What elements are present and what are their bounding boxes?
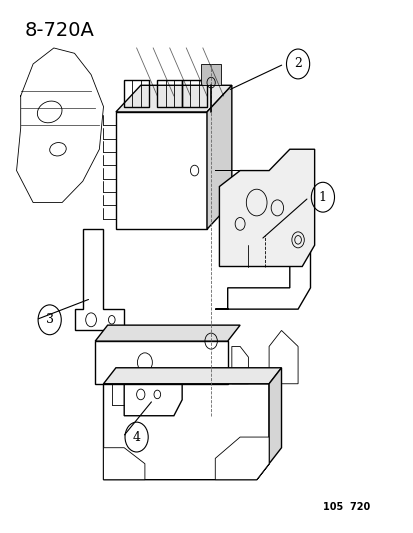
Polygon shape	[206, 85, 231, 229]
Polygon shape	[219, 149, 314, 266]
Polygon shape	[116, 85, 231, 112]
Polygon shape	[95, 325, 240, 341]
Polygon shape	[200, 64, 221, 85]
Text: 1: 1	[318, 191, 326, 204]
Text: 4: 4	[132, 431, 140, 443]
Text: 8-720A: 8-720A	[25, 21, 95, 41]
Text: 105  720: 105 720	[322, 502, 369, 512]
Polygon shape	[215, 437, 268, 480]
Polygon shape	[103, 448, 145, 480]
Polygon shape	[103, 368, 281, 384]
Text: 3: 3	[45, 313, 54, 326]
Polygon shape	[256, 368, 281, 480]
Text: 2: 2	[293, 58, 301, 70]
